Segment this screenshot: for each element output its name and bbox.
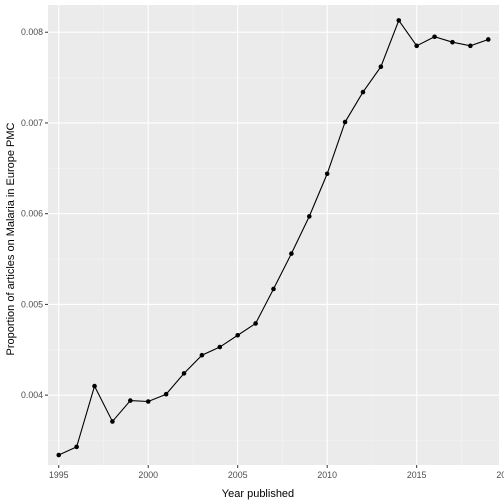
x-axis-title: Year published	[222, 488, 294, 500]
data-point	[324, 171, 330, 177]
major-gridlines	[48, 5, 499, 465]
data-point	[74, 444, 79, 450]
plot-panel	[48, 5, 499, 465]
minor-gridlines	[48, 5, 499, 465]
data-point	[128, 398, 133, 403]
data-point	[56, 452, 62, 458]
y-tick-labels: 0.004 0.005 0.006 0.007 0.008	[21, 27, 43, 400]
data-point	[360, 89, 366, 95]
data-point	[92, 383, 97, 389]
x-tick-label: 2010	[317, 470, 337, 480]
data-point	[342, 119, 348, 125]
data-point	[181, 371, 187, 376]
y-tick-label: 0.004	[21, 390, 43, 400]
data-point	[468, 43, 473, 49]
data-point	[217, 344, 223, 350]
data-point	[110, 419, 115, 424]
data-point	[235, 332, 241, 338]
data-point	[432, 34, 437, 40]
data-point	[450, 39, 455, 45]
data-point	[253, 321, 258, 326]
data-point	[306, 214, 312, 219]
data-point	[289, 251, 294, 256]
data-point	[485, 37, 491, 42]
data-point	[378, 64, 384, 69]
x-tick-label: 2015	[407, 470, 427, 480]
y-tick-label: 0.006	[21, 209, 43, 219]
x-tick-label: 2005	[228, 470, 248, 480]
data-point	[396, 18, 402, 23]
x-tick-label: 1995	[49, 470, 69, 480]
x-tick-labels: 1995 2000 2005 2010 2015 2020	[49, 470, 504, 480]
data-point	[271, 286, 276, 292]
data-points	[56, 18, 491, 458]
y-tick-label: 0.005	[21, 299, 43, 309]
data-point	[163, 391, 169, 397]
x-tick-label: 2000	[138, 470, 158, 480]
y-axis-title: Proportion of articles on Malaria in Eur…	[5, 122, 17, 355]
data-point	[145, 399, 151, 404]
data-point	[199, 352, 205, 358]
y-tick-label: 0.008	[21, 27, 43, 37]
data-point	[414, 43, 419, 49]
x-tick-label: 2020	[496, 470, 504, 480]
axis-ticks	[45, 31, 418, 468]
y-tick-label: 0.007	[21, 118, 43, 128]
